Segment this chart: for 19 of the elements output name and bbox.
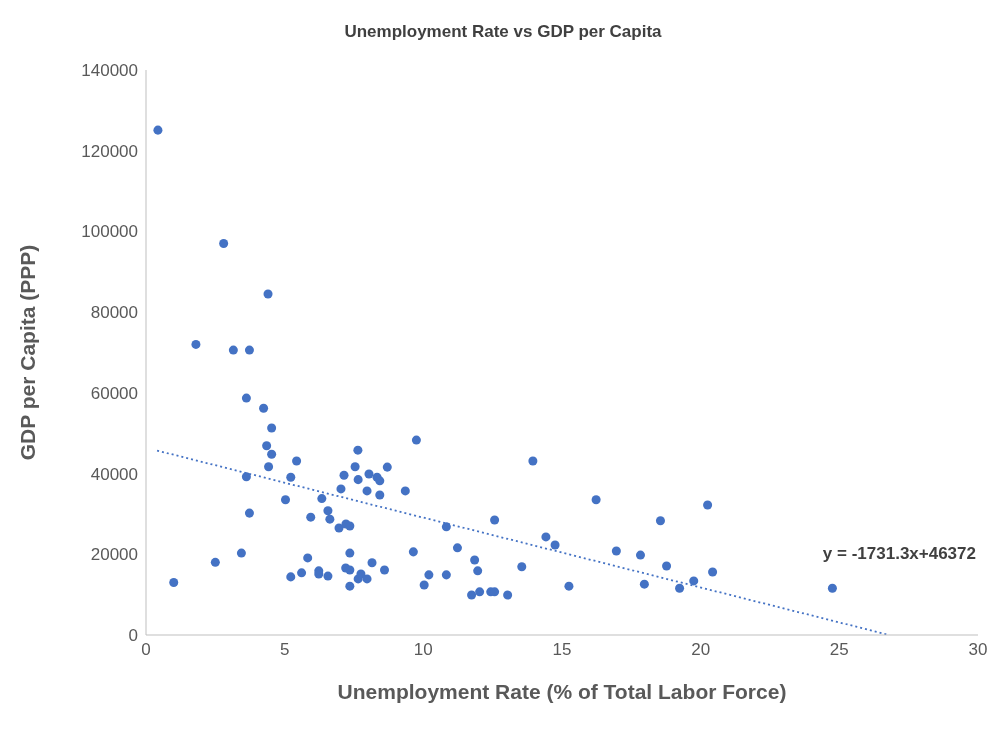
y-tick-label: 60000: [90, 383, 138, 403]
y-tick-label: 0: [128, 626, 138, 646]
y-tick-label: 40000: [90, 464, 138, 484]
x-tick-label: 10: [413, 640, 433, 660]
x-tick-label: 25: [829, 640, 849, 660]
x-tick-label: 5: [279, 640, 290, 660]
y-tick-label: 140000: [81, 61, 138, 81]
x-tick-label: 30: [968, 640, 988, 660]
x-tick-label: 15: [552, 640, 572, 660]
y-tick-label: 120000: [81, 141, 138, 161]
x-axis-title: Unemployment Rate (% of Total Labor Force): [337, 680, 787, 703]
x-tick-label: 0: [141, 640, 151, 660]
chart-title: Unemployment Rate vs GDP per Capita: [343, 22, 663, 42]
y-axis-title: GDP per Capita (PPP): [16, 244, 40, 461]
annotation: y = -1731.3x+46372: [822, 544, 976, 564]
y-tick-label: 20000: [90, 545, 138, 565]
y-tick-label: 100000: [81, 222, 138, 242]
x-tick-label: 20: [691, 640, 711, 660]
y-tick-label: 80000: [90, 303, 138, 323]
